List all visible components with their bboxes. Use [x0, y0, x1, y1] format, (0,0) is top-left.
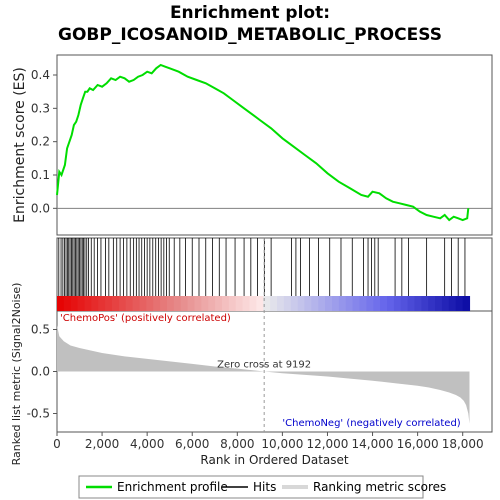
rank-color-band	[146, 296, 154, 311]
pos-correlated-label: 'ChemoPos' (positively correlated)	[60, 313, 231, 324]
x-tick-label: 18,000	[442, 437, 484, 451]
rank-color-band	[208, 296, 216, 311]
chart-title: Enrichment plot:	[169, 3, 331, 23]
rank-color-band	[118, 296, 127, 311]
rank-color-band	[421, 296, 429, 311]
legend-box	[78, 475, 424, 499]
rank-color-band	[166, 296, 175, 311]
rank-color-band	[400, 296, 409, 311]
rank-color-band	[462, 296, 471, 311]
ranking-metric-area	[57, 325, 470, 424]
rank-color-band	[77, 296, 86, 311]
rank-color-band	[441, 296, 450, 311]
rank-color-band	[98, 296, 106, 311]
metric-tick-label: -0.5	[27, 407, 50, 421]
rank-color-band	[91, 296, 99, 311]
rank-color-band	[84, 296, 92, 311]
es-tick-label: 0.2	[31, 135, 50, 149]
rank-color-band	[111, 296, 120, 311]
rank-color-band	[125, 296, 134, 311]
rank-color-band	[57, 296, 65, 311]
rank-color-band	[70, 296, 79, 311]
rank-color-band	[187, 296, 196, 311]
rank-color-band	[297, 296, 306, 311]
rank-color-band	[139, 296, 147, 311]
rank-color-band	[263, 296, 271, 311]
es-tick-label: 0.1	[31, 168, 50, 182]
rank-color-band	[153, 296, 161, 311]
rank-color-band	[373, 296, 381, 311]
rank-color-band	[366, 296, 374, 311]
rank-color-band	[435, 296, 443, 311]
metric-tick-label: 0.5	[31, 322, 50, 336]
es-tick-label: 0.0	[31, 201, 50, 215]
rank-color-band	[290, 296, 299, 311]
x-tick-label: 2,000	[85, 437, 119, 451]
legend-hits-label: Hits	[253, 480, 276, 494]
x-tick-label: 8,000	[220, 437, 254, 451]
rank-color-band	[325, 296, 333, 311]
rank-color-band	[386, 296, 395, 311]
enrichment-profile-line	[56, 63, 470, 222]
rank-color-band	[215, 296, 223, 311]
rank-color-band	[249, 296, 257, 311]
rank-color-band	[331, 296, 340, 311]
rank-color-band	[173, 296, 182, 311]
rank-color-band	[160, 296, 168, 311]
neg-correlated-label: 'ChemoNeg' (negatively correlated)	[282, 418, 460, 429]
rank-color-band	[407, 296, 416, 311]
rank-color-band	[235, 296, 244, 311]
rank-color-band	[228, 296, 237, 311]
rank-color-band	[270, 296, 278, 311]
legend-metric-label: Ranking metric scores	[313, 480, 446, 494]
rank-color-band	[311, 296, 319, 311]
rank-color-band	[352, 296, 361, 311]
legend-profile-label: Enrichment profile	[117, 480, 228, 494]
rank-color-band	[393, 296, 402, 311]
es-axis-label: Enrichment score (ES)	[12, 67, 28, 223]
metric-axis-label: Ranked list metric (Signal2Noise)	[10, 283, 23, 466]
es-tick-label: 0.4	[31, 68, 50, 82]
rank-color-band	[359, 296, 367, 311]
rank-color-band	[201, 296, 209, 311]
rank-color-band	[276, 296, 285, 311]
rank-color-band	[304, 296, 312, 311]
rank-color-band	[318, 296, 326, 311]
rank-color-band	[105, 296, 113, 311]
rank-color-band	[448, 296, 457, 311]
rank-color-band	[338, 296, 347, 311]
x-tick-label: 10,000	[261, 437, 303, 451]
x-axis-label: Rank in Ordered Dataset	[200, 453, 348, 467]
chart-subtitle: GOBP_ICOSANOID_METABOLIC_PROCESS	[58, 25, 442, 45]
rank-color-band	[242, 296, 251, 311]
rank-color-band	[132, 296, 141, 311]
x-tick-label: 16,000	[397, 437, 439, 451]
rank-color-band	[428, 296, 436, 311]
x-tick-label: 6,000	[175, 437, 209, 451]
rank-color-band	[180, 296, 189, 311]
rank-color-band	[194, 296, 202, 311]
x-tick-label: 4,000	[130, 437, 164, 451]
rank-color-band	[414, 296, 422, 311]
rank-color-band	[283, 296, 292, 311]
rank-color-band	[345, 296, 354, 311]
zero-cross-label: Zero cross at 9192	[217, 360, 311, 371]
rank-color-band	[256, 296, 264, 311]
x-tick-label: 12,000	[306, 437, 348, 451]
rank-color-band	[63, 296, 72, 311]
es-panel-frame	[56, 54, 493, 236]
metric-tick-label: 0.0	[31, 365, 50, 379]
rank-color-band	[455, 296, 464, 311]
es-tick-label: 0.3	[31, 101, 50, 115]
rank-color-band	[380, 296, 388, 311]
rank-color-band	[221, 296, 230, 311]
x-tick-label: 14,000	[352, 437, 394, 451]
x-tick-label: 0	[53, 437, 61, 451]
